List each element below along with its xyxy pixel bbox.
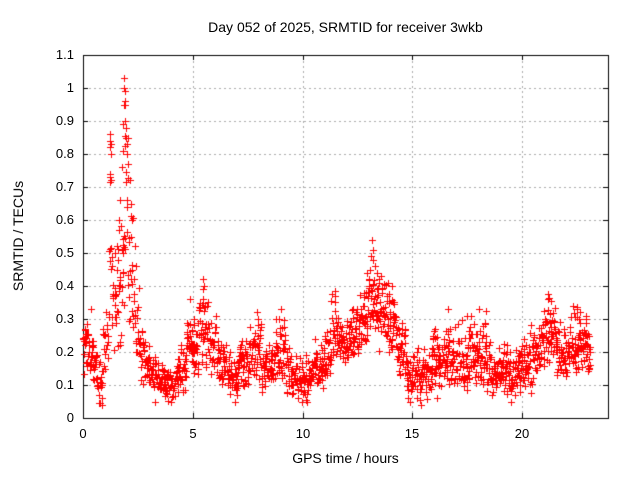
y-tick-label: 1.1 (55, 47, 74, 62)
y-tick-label: 0.6 (55, 212, 74, 227)
y-tick-label: 0.5 (55, 245, 74, 260)
y-tick-label: 0.9 (55, 113, 74, 128)
y-tick-label: 1 (66, 80, 74, 95)
x-tick-label: 5 (189, 426, 197, 441)
y-tick-label: 0.1 (55, 377, 74, 392)
y-tick-label: 0.3 (55, 311, 74, 326)
y-tick-label: 0.7 (55, 179, 74, 194)
chart-title: Day 052 of 2025, SRMTID for receiver 3wk… (208, 19, 483, 35)
x-tick-label: 0 (79, 426, 87, 441)
x-tick-label: 10 (295, 426, 311, 441)
x-tick-label: 20 (514, 426, 530, 441)
y-tick-label: 0 (66, 410, 74, 425)
y-tick-label: 0.2 (55, 344, 74, 359)
y-axis-title: SRMTID / TECUs (10, 180, 26, 292)
x-axis-title: GPS time / hours (292, 450, 399, 466)
y-tick-label: 0.4 (55, 278, 74, 293)
x-tick-label: 15 (404, 426, 420, 441)
y-tick-label: 0.8 (55, 146, 74, 161)
